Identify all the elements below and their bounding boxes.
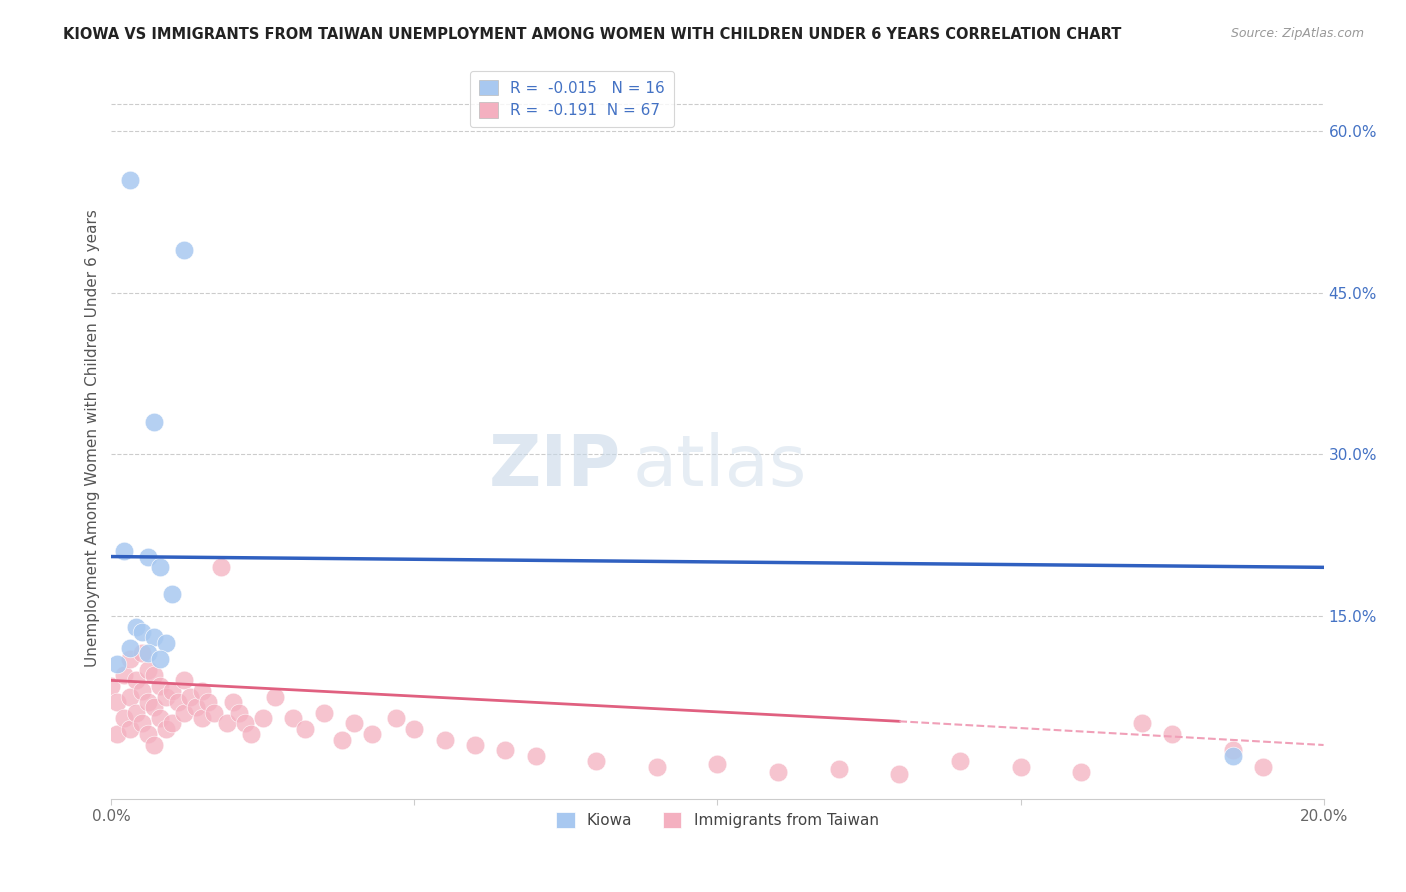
Point xyxy=(131,716,153,731)
Point xyxy=(209,560,232,574)
Point xyxy=(706,757,728,772)
Point xyxy=(100,679,122,693)
Point xyxy=(112,711,135,725)
Point xyxy=(160,716,183,731)
Point xyxy=(1222,743,1244,757)
Point xyxy=(149,679,172,693)
Point xyxy=(197,695,219,709)
Point xyxy=(136,549,159,564)
Point xyxy=(191,711,214,725)
Point xyxy=(142,700,165,714)
Point xyxy=(221,695,243,709)
Text: Source: ZipAtlas.com: Source: ZipAtlas.com xyxy=(1230,27,1364,40)
Point xyxy=(142,630,165,644)
Point xyxy=(1222,748,1244,763)
Text: KIOWA VS IMMIGRANTS FROM TAIWAN UNEMPLOYMENT AMONG WOMEN WITH CHILDREN UNDER 6 Y: KIOWA VS IMMIGRANTS FROM TAIWAN UNEMPLOY… xyxy=(63,27,1122,42)
Point xyxy=(204,706,226,720)
Point xyxy=(191,684,214,698)
Point xyxy=(118,641,141,656)
Point xyxy=(118,172,141,186)
Point xyxy=(252,711,274,725)
Point xyxy=(585,754,607,768)
Y-axis label: Unemployment Among Women with Children Under 6 years: Unemployment Among Women with Children U… xyxy=(86,210,100,667)
Point xyxy=(1070,764,1092,779)
Point xyxy=(264,690,287,704)
Point xyxy=(524,748,547,763)
Point xyxy=(149,652,172,666)
Point xyxy=(160,684,183,698)
Point xyxy=(173,673,195,688)
Point xyxy=(343,716,366,731)
Point xyxy=(149,560,172,574)
Point xyxy=(361,727,384,741)
Point xyxy=(131,684,153,698)
Point xyxy=(136,663,159,677)
Point xyxy=(136,727,159,741)
Point xyxy=(107,695,129,709)
Point xyxy=(167,695,190,709)
Point xyxy=(112,544,135,558)
Point xyxy=(233,716,256,731)
Point xyxy=(149,711,172,725)
Point xyxy=(179,690,201,704)
Point xyxy=(173,706,195,720)
Point xyxy=(228,706,250,720)
Point xyxy=(142,415,165,429)
Point xyxy=(107,657,129,672)
Point xyxy=(949,754,972,768)
Point xyxy=(155,722,177,736)
Point xyxy=(136,647,159,661)
Point xyxy=(215,716,238,731)
Point xyxy=(889,767,911,781)
Point xyxy=(283,711,305,725)
Point xyxy=(464,738,486,752)
Point xyxy=(155,690,177,704)
Point xyxy=(494,743,516,757)
Point xyxy=(645,759,668,773)
Point xyxy=(118,652,141,666)
Point xyxy=(173,243,195,257)
Point xyxy=(433,732,456,747)
Point xyxy=(294,722,316,736)
Point xyxy=(131,624,153,639)
Point xyxy=(124,706,146,720)
Point xyxy=(131,647,153,661)
Point xyxy=(118,722,141,736)
Point xyxy=(142,668,165,682)
Point xyxy=(155,636,177,650)
Text: ZIP: ZIP xyxy=(488,433,620,501)
Point xyxy=(112,668,135,682)
Point xyxy=(142,738,165,752)
Point xyxy=(118,690,141,704)
Point xyxy=(124,673,146,688)
Point xyxy=(136,695,159,709)
Point xyxy=(1010,759,1032,773)
Point xyxy=(404,722,426,736)
Point xyxy=(186,700,208,714)
Point xyxy=(1251,759,1274,773)
Point xyxy=(1130,716,1153,731)
Legend: Kiowa, Immigrants from Taiwan: Kiowa, Immigrants from Taiwan xyxy=(550,806,884,835)
Point xyxy=(160,587,183,601)
Point xyxy=(385,711,408,725)
Point xyxy=(239,727,262,741)
Point xyxy=(312,706,335,720)
Text: atlas: atlas xyxy=(633,433,807,501)
Point xyxy=(330,732,353,747)
Point xyxy=(124,619,146,633)
Point xyxy=(766,764,789,779)
Point xyxy=(828,762,851,776)
Point xyxy=(1161,727,1184,741)
Point xyxy=(107,727,129,741)
